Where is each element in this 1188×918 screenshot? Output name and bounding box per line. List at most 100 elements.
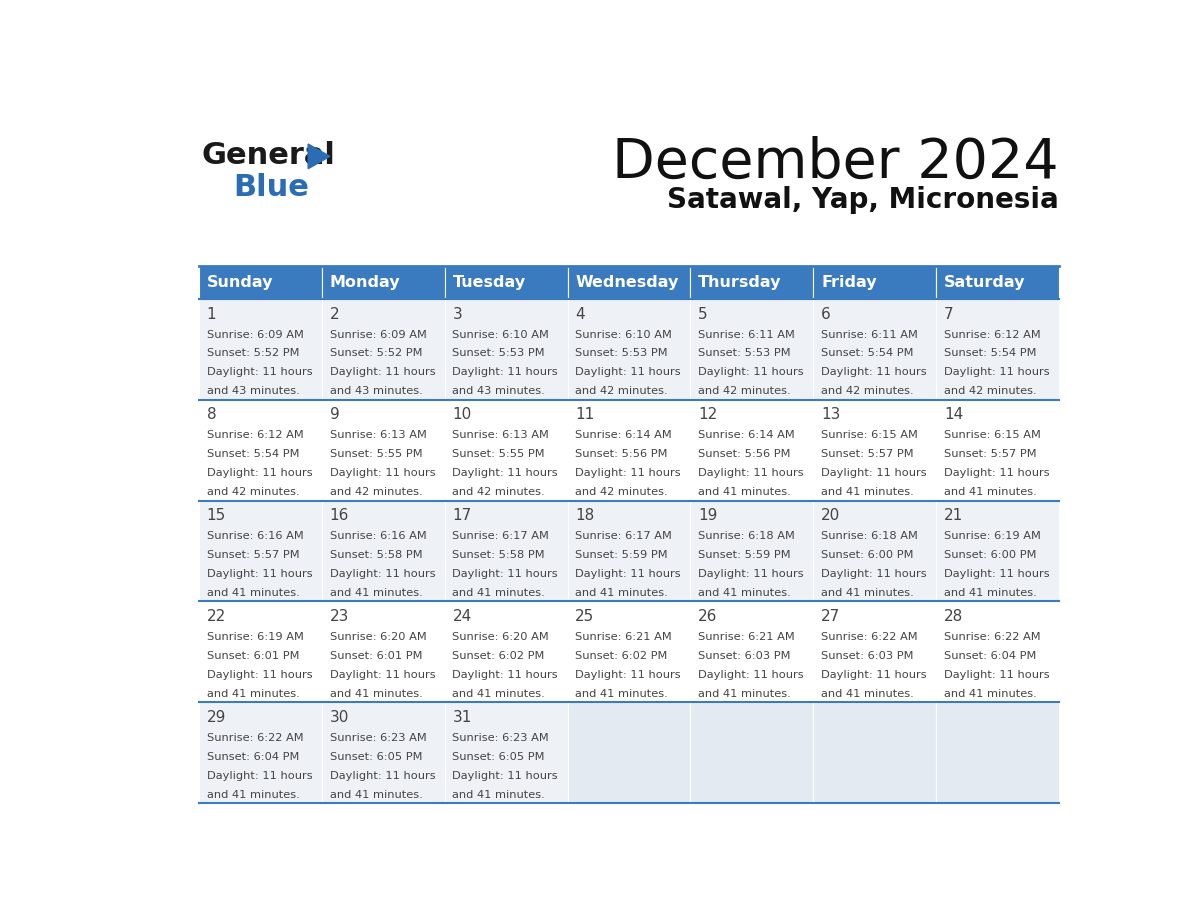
- Text: and 42 minutes.: and 42 minutes.: [207, 487, 299, 497]
- Bar: [690, 702, 814, 803]
- Text: Sunrise: 6:12 AM: Sunrise: 6:12 AM: [944, 330, 1041, 340]
- Text: General: General: [201, 141, 335, 170]
- Text: and 41 minutes.: and 41 minutes.: [207, 588, 299, 598]
- Bar: [444, 702, 568, 803]
- Text: Daylight: 11 hours: Daylight: 11 hours: [699, 670, 804, 680]
- Text: Sunrise: 6:16 AM: Sunrise: 6:16 AM: [329, 532, 426, 542]
- Text: Friday: Friday: [821, 275, 877, 290]
- Bar: [568, 299, 690, 399]
- Text: and 41 minutes.: and 41 minutes.: [944, 487, 1037, 497]
- Bar: [568, 399, 690, 500]
- Text: 15: 15: [207, 509, 226, 523]
- Text: Sunset: 5:53 PM: Sunset: 5:53 PM: [699, 349, 791, 358]
- Text: Sunset: 6:02 PM: Sunset: 6:02 PM: [453, 651, 545, 661]
- Text: 3: 3: [453, 307, 462, 321]
- Text: Sunrise: 6:12 AM: Sunrise: 6:12 AM: [207, 431, 303, 441]
- Text: Sunrise: 6:10 AM: Sunrise: 6:10 AM: [453, 330, 549, 340]
- Text: 23: 23: [329, 610, 349, 624]
- Text: and 41 minutes.: and 41 minutes.: [699, 588, 791, 598]
- Bar: [322, 299, 444, 399]
- Text: Sunset: 5:55 PM: Sunset: 5:55 PM: [329, 449, 422, 459]
- Text: and 41 minutes.: and 41 minutes.: [207, 789, 299, 800]
- Text: Daylight: 11 hours: Daylight: 11 hours: [453, 367, 558, 377]
- Text: Sunset: 6:03 PM: Sunset: 6:03 PM: [821, 651, 914, 661]
- Text: Daylight: 11 hours: Daylight: 11 hours: [944, 367, 1050, 377]
- Text: Sunrise: 6:16 AM: Sunrise: 6:16 AM: [207, 532, 303, 542]
- Text: Sunset: 5:53 PM: Sunset: 5:53 PM: [575, 349, 668, 358]
- Bar: [814, 299, 936, 399]
- Bar: [568, 702, 690, 803]
- Bar: [814, 702, 936, 803]
- Text: Sunrise: 6:19 AM: Sunrise: 6:19 AM: [207, 633, 303, 643]
- Text: Sunrise: 6:11 AM: Sunrise: 6:11 AM: [821, 330, 918, 340]
- Bar: [936, 266, 1060, 299]
- Text: Sunrise: 6:15 AM: Sunrise: 6:15 AM: [944, 431, 1041, 441]
- Text: Sunrise: 6:09 AM: Sunrise: 6:09 AM: [207, 330, 303, 340]
- Bar: [690, 601, 814, 702]
- Bar: [936, 299, 1060, 399]
- Bar: [444, 500, 568, 601]
- Text: Daylight: 11 hours: Daylight: 11 hours: [699, 367, 804, 377]
- Text: Sunset: 5:57 PM: Sunset: 5:57 PM: [821, 449, 914, 459]
- Text: Daylight: 11 hours: Daylight: 11 hours: [821, 569, 927, 579]
- Text: and 41 minutes.: and 41 minutes.: [821, 688, 914, 699]
- Text: and 41 minutes.: and 41 minutes.: [821, 588, 914, 598]
- Text: 27: 27: [821, 610, 840, 624]
- Text: and 41 minutes.: and 41 minutes.: [207, 688, 299, 699]
- Text: 2: 2: [329, 307, 339, 321]
- Text: and 41 minutes.: and 41 minutes.: [699, 688, 791, 699]
- Text: Sunset: 6:05 PM: Sunset: 6:05 PM: [329, 752, 422, 762]
- Text: 24: 24: [453, 610, 472, 624]
- Text: Daylight: 11 hours: Daylight: 11 hours: [453, 771, 558, 781]
- Bar: [322, 266, 444, 299]
- Text: Sunrise: 6:09 AM: Sunrise: 6:09 AM: [329, 330, 426, 340]
- Text: Daylight: 11 hours: Daylight: 11 hours: [575, 468, 681, 478]
- Text: Daylight: 11 hours: Daylight: 11 hours: [821, 670, 927, 680]
- Text: December 2024: December 2024: [613, 136, 1060, 190]
- Text: Daylight: 11 hours: Daylight: 11 hours: [575, 569, 681, 579]
- Text: Sunset: 6:00 PM: Sunset: 6:00 PM: [944, 550, 1036, 560]
- Bar: [322, 500, 444, 601]
- Text: Daylight: 11 hours: Daylight: 11 hours: [699, 569, 804, 579]
- Text: Sunrise: 6:13 AM: Sunrise: 6:13 AM: [329, 431, 426, 441]
- Text: Sunset: 6:03 PM: Sunset: 6:03 PM: [699, 651, 791, 661]
- Text: and 43 minutes.: and 43 minutes.: [207, 386, 299, 397]
- Text: Sunset: 5:57 PM: Sunset: 5:57 PM: [944, 449, 1037, 459]
- Text: and 42 minutes.: and 42 minutes.: [453, 487, 545, 497]
- Text: and 42 minutes.: and 42 minutes.: [821, 386, 914, 397]
- Text: 19: 19: [699, 509, 718, 523]
- Text: 7: 7: [944, 307, 954, 321]
- Text: Sunset: 6:02 PM: Sunset: 6:02 PM: [575, 651, 668, 661]
- Bar: [444, 399, 568, 500]
- Text: Sunrise: 6:18 AM: Sunrise: 6:18 AM: [699, 532, 795, 542]
- Polygon shape: [308, 144, 330, 169]
- Text: and 41 minutes.: and 41 minutes.: [699, 487, 791, 497]
- Bar: [690, 266, 814, 299]
- Bar: [936, 500, 1060, 601]
- Text: 28: 28: [944, 610, 963, 624]
- Bar: [936, 601, 1060, 702]
- Text: and 41 minutes.: and 41 minutes.: [329, 688, 422, 699]
- Bar: [444, 266, 568, 299]
- Bar: [568, 266, 690, 299]
- Text: Daylight: 11 hours: Daylight: 11 hours: [575, 670, 681, 680]
- Text: 8: 8: [207, 408, 216, 422]
- Text: Sunset: 6:05 PM: Sunset: 6:05 PM: [453, 752, 545, 762]
- Bar: [814, 266, 936, 299]
- Text: Wednesday: Wednesday: [575, 275, 678, 290]
- Text: Daylight: 11 hours: Daylight: 11 hours: [207, 771, 312, 781]
- Text: Sunset: 5:58 PM: Sunset: 5:58 PM: [329, 550, 422, 560]
- Bar: [322, 702, 444, 803]
- Text: and 42 minutes.: and 42 minutes.: [329, 487, 422, 497]
- Bar: [444, 299, 568, 399]
- Text: 10: 10: [453, 408, 472, 422]
- Text: Daylight: 11 hours: Daylight: 11 hours: [453, 468, 558, 478]
- Text: Sunset: 5:57 PM: Sunset: 5:57 PM: [207, 550, 299, 560]
- Text: Sunset: 6:00 PM: Sunset: 6:00 PM: [821, 550, 914, 560]
- Bar: [322, 399, 444, 500]
- Bar: [198, 299, 322, 399]
- Text: Sunrise: 6:21 AM: Sunrise: 6:21 AM: [575, 633, 672, 643]
- Text: Sunrise: 6:14 AM: Sunrise: 6:14 AM: [699, 431, 795, 441]
- Text: Sunrise: 6:23 AM: Sunrise: 6:23 AM: [453, 733, 549, 743]
- Text: 18: 18: [575, 509, 594, 523]
